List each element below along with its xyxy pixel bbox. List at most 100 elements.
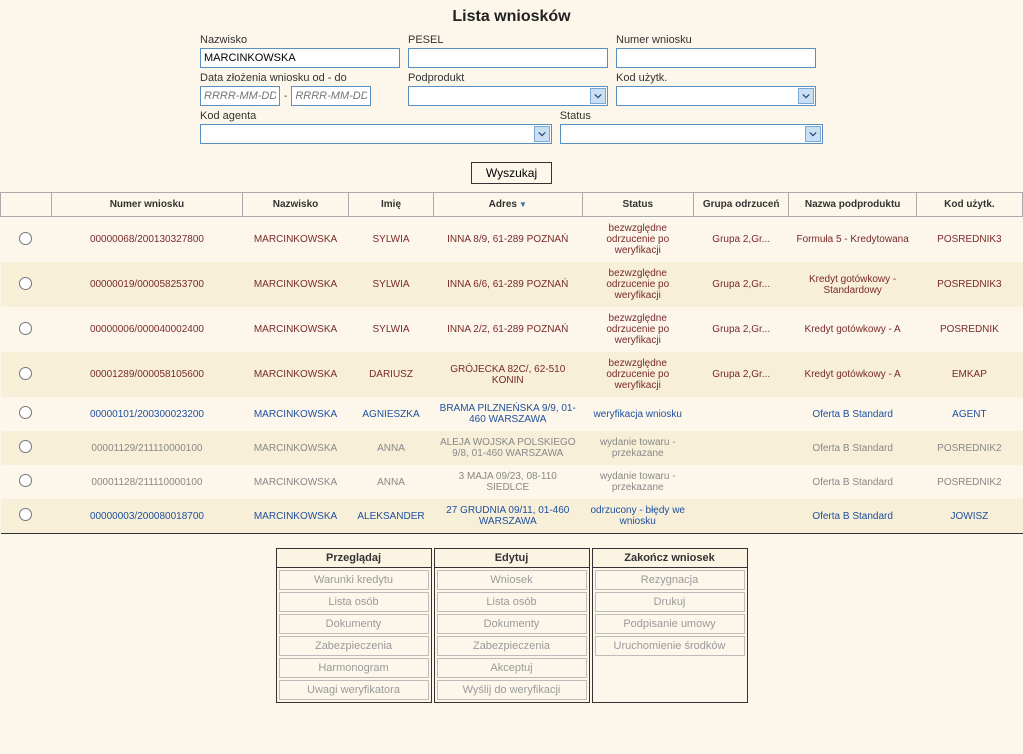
col-header-nazwisko[interactable]: Nazwisko: [242, 193, 348, 217]
row-radio[interactable]: [19, 406, 32, 419]
results-table: Numer wniosku Nazwisko Imię Adres▼ Statu…: [0, 192, 1023, 534]
cell-imie: ANNA: [349, 431, 434, 465]
cell-numer[interactable]: 00000003/200080018700: [51, 499, 242, 534]
cell-adres: BRAMA PILZNEŃSKA 9/9, 01-460 WARSZAWA: [433, 397, 582, 431]
zakoncz-button[interactable]: Drukuj: [595, 592, 745, 612]
cell-nazwa-pod: Kredyt gotówkowy - A: [789, 307, 916, 352]
przegladaj-button[interactable]: Dokumenty: [279, 614, 429, 634]
data-od-input[interactable]: [200, 86, 280, 106]
podprodukt-label: Podprodukt: [408, 72, 608, 84]
cell-grupa: [693, 431, 789, 465]
przegladaj-button[interactable]: Zabezpieczenia: [279, 636, 429, 656]
row-radio[interactable]: [19, 440, 32, 453]
cell-status: bezwzględne odrzucenie po weryfikacji: [582, 307, 693, 352]
col-header-grupa[interactable]: Grupa odrzuceń: [693, 193, 789, 217]
table-row[interactable]: 00001289/000058105600MARCINKOWSKADARIUSZ…: [1, 352, 1023, 397]
actions-header-przegladaj: Przeglądaj: [277, 549, 431, 568]
table-row[interactable]: 00001129/211110000100MARCINKOWSKAANNAALE…: [1, 431, 1023, 465]
actions-header-zakoncz: Zakończ wniosek: [593, 549, 747, 568]
zakoncz-button[interactable]: Uruchomienie środków: [595, 636, 745, 656]
podprodukt-select[interactable]: [408, 86, 608, 106]
kod-agenta-select[interactable]: [200, 124, 552, 144]
cell-status: wydanie towaru - przekazane: [582, 431, 693, 465]
kod-uzytk-label: Kod użytk.: [616, 72, 816, 84]
cell-kodu: JOWISZ: [916, 499, 1022, 534]
table-row[interactable]: 00000019/000058253700MARCINKOWSKASYLWIAI…: [1, 262, 1023, 307]
cell-grupa: Grupa 2,Gr...: [693, 217, 789, 263]
data-do-input[interactable]: [291, 86, 371, 106]
col-header-kodu[interactable]: Kod użytk.: [916, 193, 1022, 217]
cell-nazwa-pod: Oferta B Standard: [789, 465, 916, 499]
cell-imie: ALEKSANDER: [349, 499, 434, 534]
col-header-imie[interactable]: Imię: [349, 193, 434, 217]
cell-numer[interactable]: 00000019/000058253700: [51, 262, 242, 307]
cell-nazwisko: MARCINKOWSKA: [242, 465, 348, 499]
edytuj-button[interactable]: Wyślij do weryfikacji: [437, 680, 587, 700]
cell-status: bezwzględne odrzucenie po weryfikacji: [582, 352, 693, 397]
row-radio[interactable]: [19, 277, 32, 290]
cell-numer[interactable]: 00000006/000040002400: [51, 307, 242, 352]
chevron-down-icon: [805, 126, 821, 142]
status-select[interactable]: [560, 124, 823, 144]
cell-nazwa-pod: Formuła 5 - Kredytowana: [789, 217, 916, 263]
kod-agenta-label: Kod agenta: [200, 110, 552, 122]
table-header-row: Numer wniosku Nazwisko Imię Adres▼ Statu…: [1, 193, 1023, 217]
search-button[interactable]: Wyszukaj: [471, 162, 552, 184]
cell-grupa: [693, 397, 789, 431]
zakoncz-button[interactable]: Rezygnacja: [595, 570, 745, 590]
cell-nazwisko: MARCINKOWSKA: [242, 431, 348, 465]
edytuj-button[interactable]: Dokumenty: [437, 614, 587, 634]
kod-uzytk-select[interactable]: [616, 86, 816, 106]
numer-wniosku-input[interactable]: [616, 48, 816, 68]
cell-kodu: POSREDNIK: [916, 307, 1022, 352]
row-radio[interactable]: [19, 474, 32, 487]
col-header-numer[interactable]: Numer wniosku: [51, 193, 242, 217]
col-header-status[interactable]: Status: [582, 193, 693, 217]
cell-adres: 27 GRUDNIA 09/11, 01-460 WARSZAWA: [433, 499, 582, 534]
table-row[interactable]: 00001128/211110000100MARCINKOWSKAANNA3 M…: [1, 465, 1023, 499]
cell-adres: 3 MAJA 09/23, 08-110 SIEDLCE: [433, 465, 582, 499]
cell-numer[interactable]: 00000101/200300023200: [51, 397, 242, 431]
edytuj-button[interactable]: Lista osób: [437, 592, 587, 612]
cell-imie: SYLWIA: [349, 262, 434, 307]
edytuj-button[interactable]: Zabezpieczenia: [437, 636, 587, 656]
edytuj-button[interactable]: Wniosek: [437, 570, 587, 590]
table-row[interactable]: 00000003/200080018700MARCINKOWSKAALEKSAN…: [1, 499, 1023, 534]
table-row[interactable]: 00000006/000040002400MARCINKOWSKASYLWIAI…: [1, 307, 1023, 352]
numer-wniosku-label: Numer wniosku: [616, 34, 816, 46]
cell-numer[interactable]: 00001129/211110000100: [51, 431, 242, 465]
cell-adres: ALEJA WOJSKA POLSKIEGO 9/8, 01-460 WARSZ…: [433, 431, 582, 465]
row-radio[interactable]: [19, 367, 32, 380]
col-header-nazwa-pod[interactable]: Nazwa podproduktu: [789, 193, 916, 217]
cell-nazwisko: MARCINKOWSKA: [242, 352, 348, 397]
pesel-input[interactable]: [408, 48, 608, 68]
cell-numer[interactable]: 00001128/211110000100: [51, 465, 242, 499]
actions-col-przegladaj: Przeglądaj Warunki kredytuLista osóbDoku…: [276, 548, 432, 703]
zakoncz-button[interactable]: Podpisanie umowy: [595, 614, 745, 634]
cell-numer[interactable]: 00000068/200130327800: [51, 217, 242, 263]
cell-nazwa-pod: Oferta B Standard: [789, 499, 916, 534]
page-title: Lista wniosków: [0, 0, 1023, 30]
table-row[interactable]: 00000101/200300023200MARCINKOWSKAAGNIESZ…: [1, 397, 1023, 431]
table-row[interactable]: 00000068/200130327800MARCINKOWSKASYLWIAI…: [1, 217, 1023, 263]
row-radio[interactable]: [19, 508, 32, 521]
row-radio[interactable]: [19, 322, 32, 335]
chevron-down-icon: [798, 88, 814, 104]
pesel-label: PESEL: [408, 34, 608, 46]
sort-indicator-icon: ▼: [519, 200, 527, 209]
nazwisko-input[interactable]: [200, 48, 400, 68]
cell-imie: SYLWIA: [349, 307, 434, 352]
przegladaj-button[interactable]: Harmonogram: [279, 658, 429, 678]
przegladaj-button[interactable]: Lista osób: [279, 592, 429, 612]
przegladaj-button[interactable]: Warunki kredytu: [279, 570, 429, 590]
cell-kodu: POSREDNIK3: [916, 217, 1022, 263]
przegladaj-button[interactable]: Uwagi weryfikatora: [279, 680, 429, 700]
actions-panel: Przeglądaj Warunki kredytuLista osóbDoku…: [0, 548, 1023, 703]
date-separator: -: [284, 91, 287, 102]
cell-grupa: [693, 465, 789, 499]
col-header-adres[interactable]: Adres▼: [433, 193, 582, 217]
edytuj-button[interactable]: Akceptuj: [437, 658, 587, 678]
cell-imie: DARIUSZ: [349, 352, 434, 397]
cell-numer[interactable]: 00001289/000058105600: [51, 352, 242, 397]
row-radio[interactable]: [19, 232, 32, 245]
